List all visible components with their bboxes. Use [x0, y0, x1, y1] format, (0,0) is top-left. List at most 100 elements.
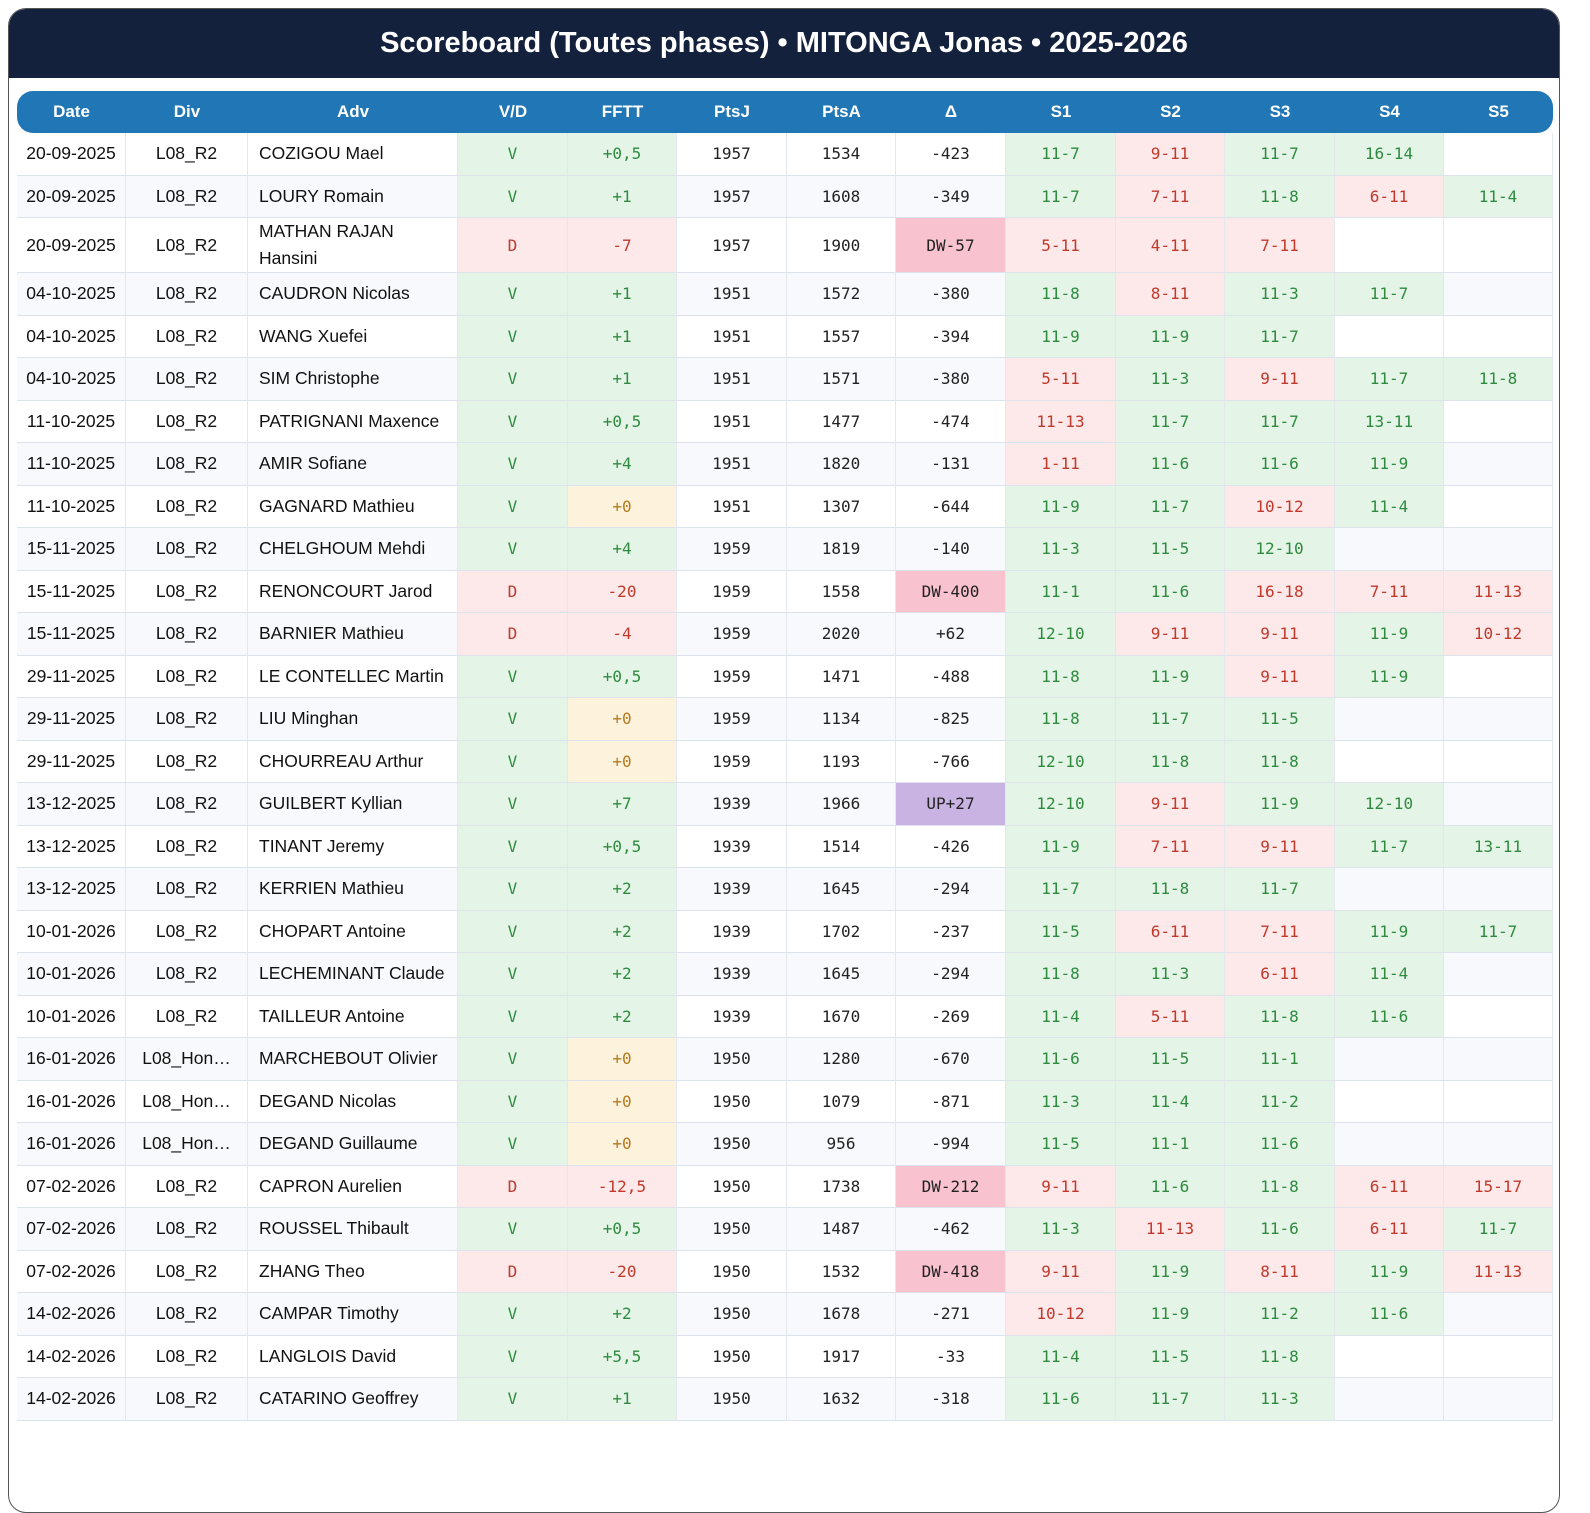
cell: -825: [896, 698, 1006, 741]
cell: 11-9: [1116, 1293, 1225, 1336]
cell: L08_R2: [126, 655, 248, 698]
cell: 11-8: [1116, 740, 1225, 783]
cell: V: [458, 315, 568, 358]
cell: -462: [896, 1208, 1006, 1251]
cell: +0: [568, 1123, 677, 1166]
column-header: PtsJ: [677, 91, 787, 133]
table-row: 14-02-2026 L08_R2 LANGLOIS David V +5,5 1950 1…: [17, 1335, 1553, 1378]
column-header: S4: [1335, 91, 1444, 133]
cell: +5,5: [568, 1335, 677, 1378]
cell: ROUSSEL Thibault: [248, 1208, 458, 1251]
cell: CATARINO Geoffrey: [248, 1378, 458, 1421]
cell: V: [458, 868, 568, 911]
cell: D: [458, 570, 568, 613]
cell: -474: [896, 400, 1006, 443]
cell: 16-01-2026: [17, 1038, 126, 1081]
cell: [1444, 443, 1553, 486]
cell: 1280: [787, 1038, 896, 1081]
table-row: 29-11-2025 L08_R2 CHOURREAU Arthur V +0 1959 1…: [17, 740, 1553, 783]
cell: CHOURREAU Arthur: [248, 740, 458, 783]
cell: 1134: [787, 698, 896, 741]
cell: 4-11: [1116, 218, 1225, 273]
cell: 1477: [787, 400, 896, 443]
cell: 11-9: [1335, 613, 1444, 656]
cell: L08_R2: [126, 443, 248, 486]
cell: 6-11: [1335, 1165, 1444, 1208]
cell: 7-11: [1116, 825, 1225, 868]
cell: L08_Hon…: [126, 1123, 248, 1166]
cell: V: [458, 175, 568, 218]
column-header: PtsA: [787, 91, 896, 133]
cell: 11-9: [1006, 825, 1116, 868]
cell: CHOPART Antoine: [248, 910, 458, 953]
cell: 1645: [787, 953, 896, 996]
cell: -294: [896, 868, 1006, 911]
cell: 1951: [677, 485, 787, 528]
cell: +1: [568, 1378, 677, 1421]
cell: 1670: [787, 995, 896, 1038]
cell: +0,5: [568, 1208, 677, 1251]
table-row: 13-12-2025 L08_R2 GUILBERT Kyllian V +7 1939 1…: [17, 783, 1553, 826]
table-row: 20-09-2025 L08_R2 MATHAN RAJAN Hansini D -7 1…: [17, 218, 1553, 273]
cell: 29-11-2025: [17, 655, 126, 698]
cell: 6-11: [1225, 953, 1335, 996]
cell: 11-9: [1006, 485, 1116, 528]
column-header: S2: [1116, 91, 1225, 133]
cell: D: [458, 613, 568, 656]
cell: 10-01-2026: [17, 953, 126, 996]
cell: 15-17: [1444, 1165, 1553, 1208]
cell: CAPRON Aurelien: [248, 1165, 458, 1208]
cell: -271: [896, 1293, 1006, 1336]
cell: RENONCOURT Jarod: [248, 570, 458, 613]
cell: 11-8: [1225, 1165, 1335, 1208]
column-header: Adv: [248, 91, 458, 133]
cell: 1950: [677, 1208, 787, 1251]
cell: 11-3: [1006, 1208, 1116, 1251]
title: Scoreboard (Toutes phases) • MITONGA Jon…: [9, 9, 1559, 78]
cell: [1444, 1038, 1553, 1081]
cell: 04-10-2025: [17, 358, 126, 401]
cell: [1444, 868, 1553, 911]
cell: 11-3: [1006, 1080, 1116, 1123]
column-header: FFTT: [568, 91, 677, 133]
cell: 11-7: [1335, 273, 1444, 316]
cell: L08_R2: [126, 1250, 248, 1293]
cell: V: [458, 400, 568, 443]
cell: LANGLOIS David: [248, 1335, 458, 1378]
cell: V: [458, 783, 568, 826]
cell: L08_R2: [126, 1208, 248, 1251]
column-header: Div: [126, 91, 248, 133]
cell: 1632: [787, 1378, 896, 1421]
cell: TAILLEUR Antoine: [248, 995, 458, 1038]
cell: 11-6: [1335, 1293, 1444, 1336]
cell: L08_Hon…: [126, 1038, 248, 1081]
cell: 5-11: [1006, 218, 1116, 273]
cell: 1957: [677, 175, 787, 218]
cell: -131: [896, 443, 1006, 486]
cell: 11-7: [1444, 910, 1553, 953]
cell: 11-5: [1006, 910, 1116, 953]
cell: 04-10-2025: [17, 273, 126, 316]
cell: -380: [896, 273, 1006, 316]
cell: L08_R2: [126, 218, 248, 273]
cell: 11-5: [1006, 1123, 1116, 1166]
table-row: 29-11-2025 L08_R2 LIU Minghan V +0 1959 1134 -8…: [17, 698, 1553, 741]
cell: BARNIER Mathieu: [248, 613, 458, 656]
cell: V: [458, 1208, 568, 1251]
cell: -20: [568, 1250, 677, 1293]
cell: 1307: [787, 485, 896, 528]
cell: AMIR Sofiane: [248, 443, 458, 486]
cell: L08_R2: [126, 485, 248, 528]
cell: 7-11: [1335, 570, 1444, 613]
cell: [1335, 1123, 1444, 1166]
cell: L08_R2: [126, 995, 248, 1038]
cell: L08_R2: [126, 910, 248, 953]
cell: [1444, 218, 1553, 273]
cell: DW-212: [896, 1165, 1006, 1208]
cell: [1335, 1378, 1444, 1421]
cell: KERRIEN Mathieu: [248, 868, 458, 911]
cell: -994: [896, 1123, 1006, 1166]
cell: 1702: [787, 910, 896, 953]
cell: LECHEMINANT Claude: [248, 953, 458, 996]
cell: 11-7: [1116, 400, 1225, 443]
